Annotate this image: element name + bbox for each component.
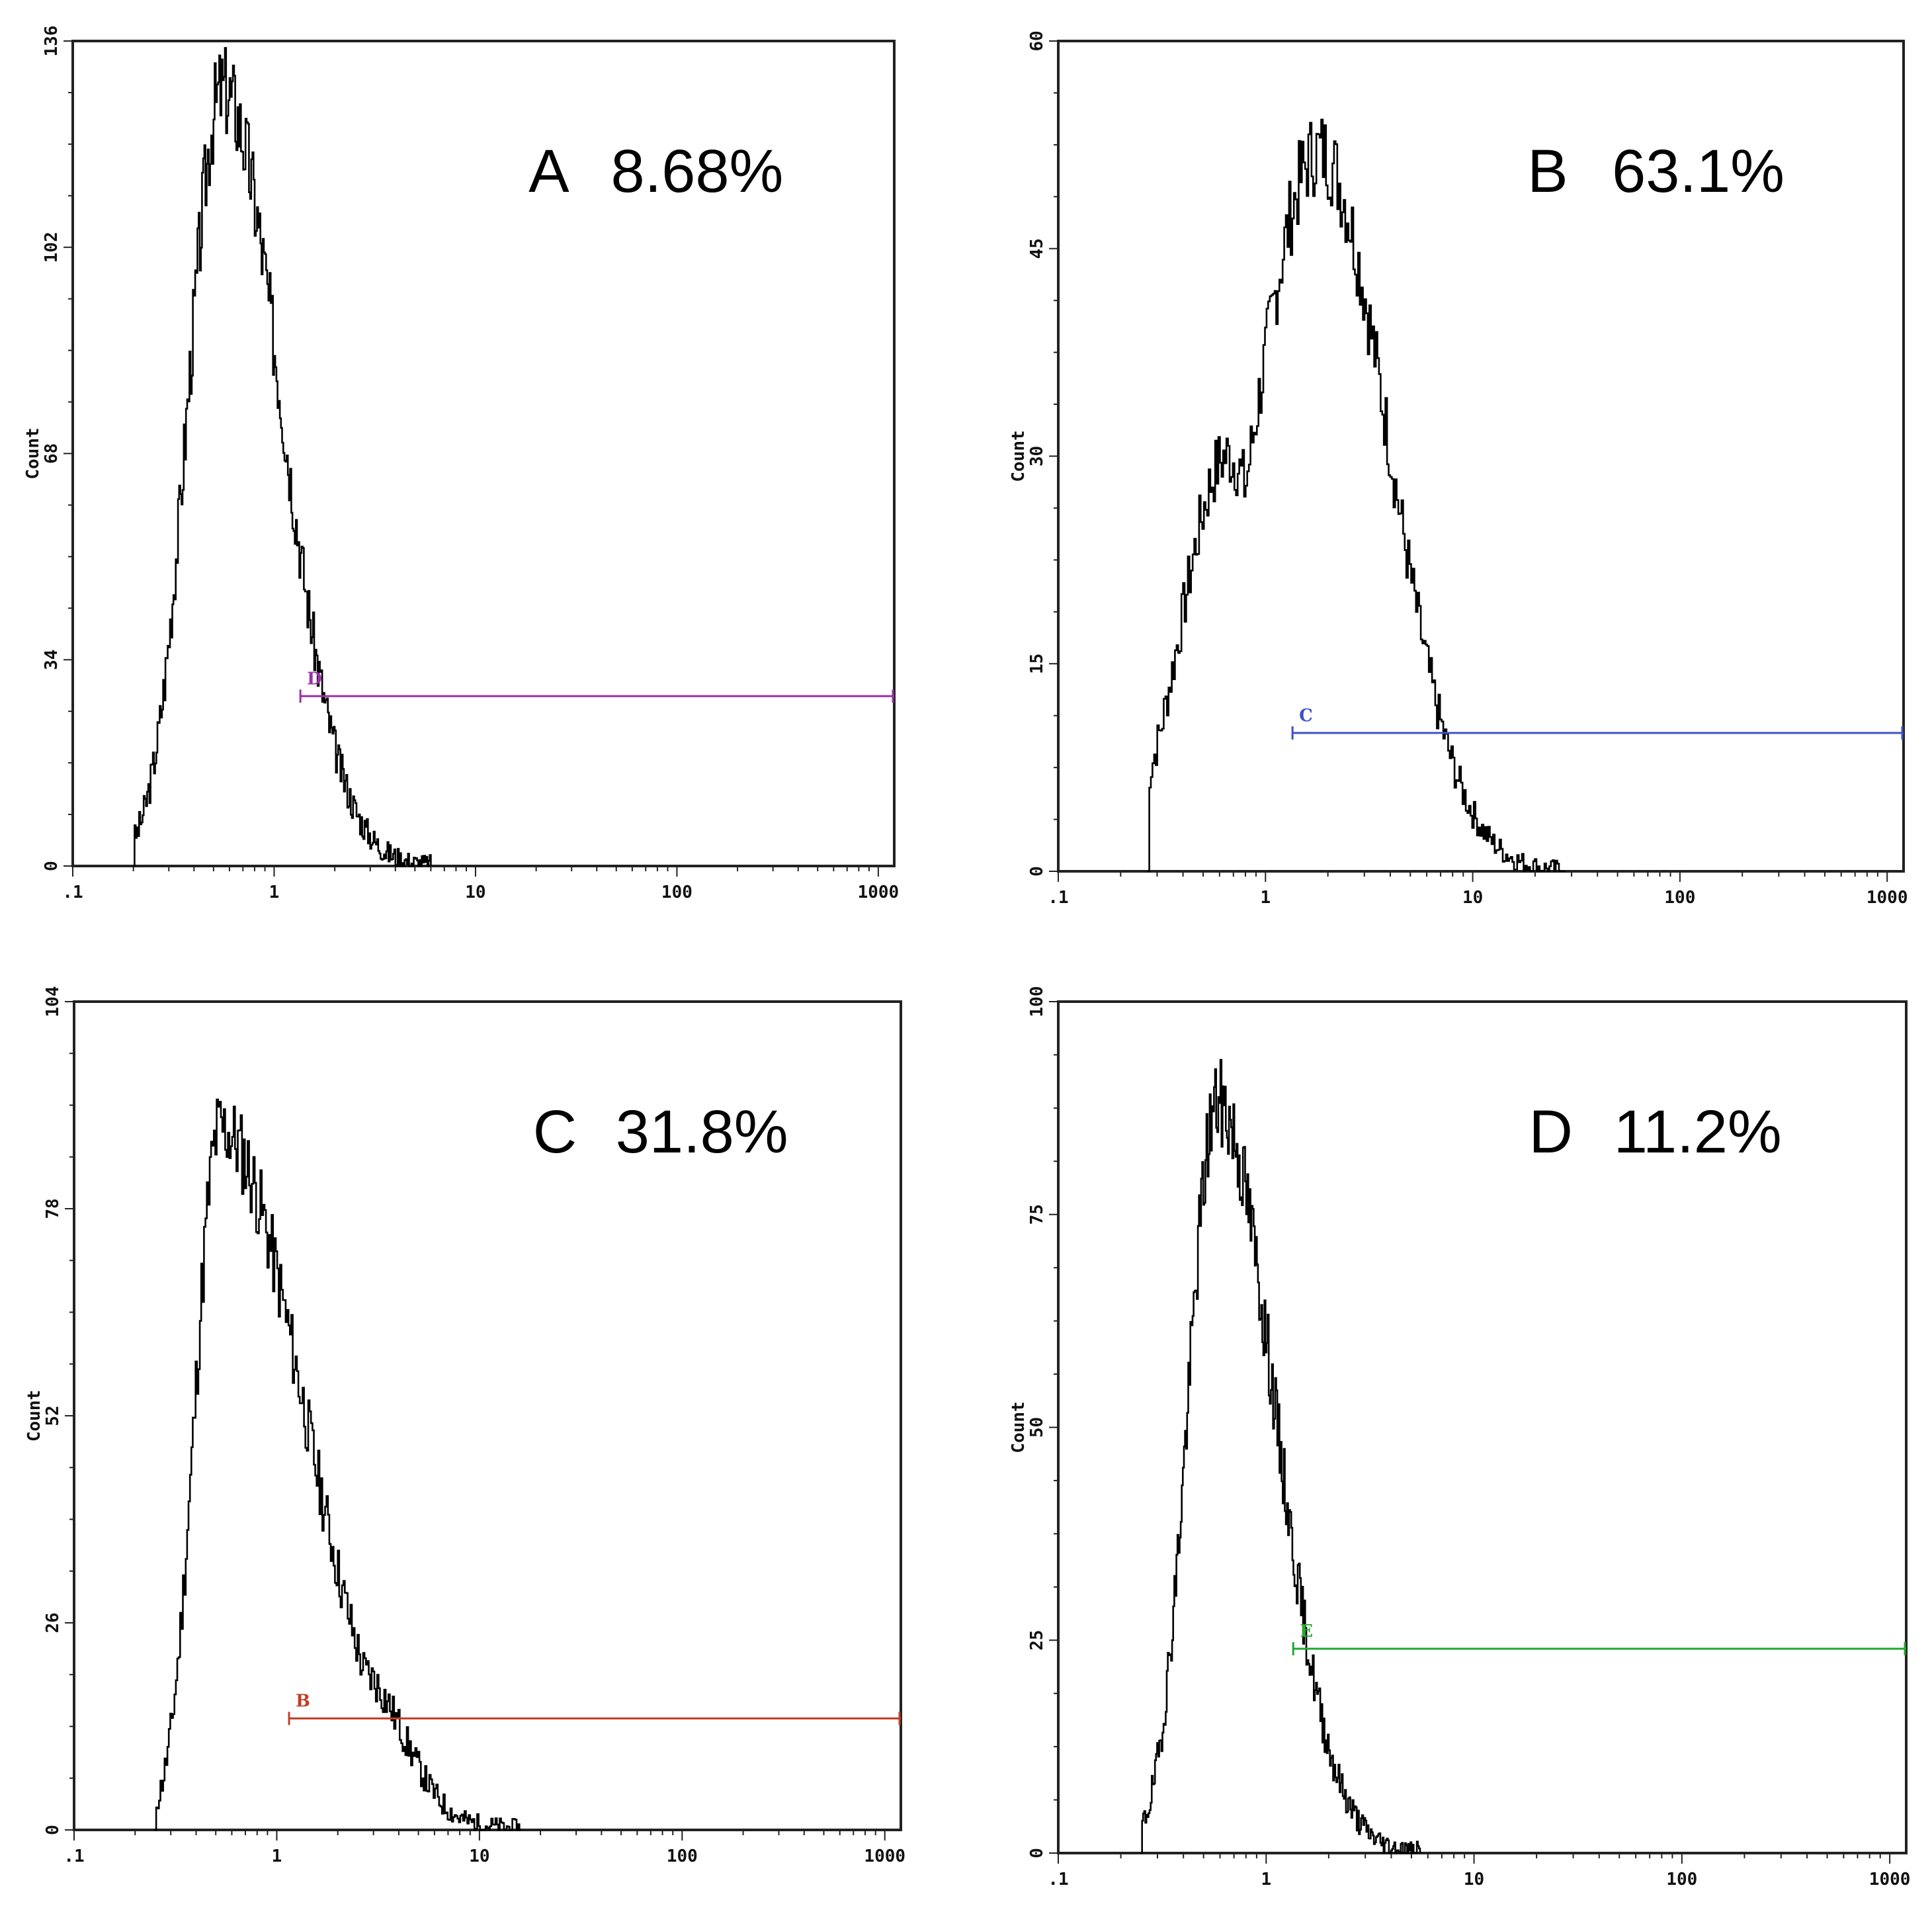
x-tick-label: .1 [63,1846,84,1866]
x-tick-label: 1000 [1867,888,1908,908]
y-tick-label: 75 [1027,1204,1047,1225]
y-tick-label: 0 [1027,1848,1047,1858]
x-tick-label: 100 [661,883,693,902]
y-tick-label: 30 [1027,446,1047,466]
x-tick-label: 100 [667,1846,698,1866]
panel-letter: B [1527,138,1568,205]
panel-letter: C [533,1098,577,1166]
x-tick-label: 1 [1261,1870,1271,1889]
x-tick-label: 1000 [1869,1870,1911,1889]
y-tick-label: 50 [1027,1417,1047,1438]
panel-letter: A [528,138,569,205]
y-tick-label: 60 [1027,30,1047,51]
y-tick-label: 0 [1027,866,1047,877]
y-tick-label: 26 [43,1612,63,1633]
y-tick-label: 68 [42,443,62,464]
x-tick-label: 1 [272,1846,282,1866]
x-tick-label: 100 [1664,888,1695,908]
x-tick-label: 10 [465,883,485,902]
y-tick-label: 104 [43,986,63,1018]
y-tick-label: 15 [1027,654,1047,674]
x-tick-label: 1 [269,883,280,902]
x-tick-label: 10 [1462,888,1483,908]
x-tick-label: 1 [1260,888,1271,908]
x-tick-label: .1 [1048,1870,1068,1889]
y-axis-title: Count [1009,430,1029,482]
histogram-trace [1141,1059,1421,1854]
x-tick-label: 1000 [864,1846,905,1866]
y-axis-title: Count [24,1390,44,1442]
x-tick-label: 100 [1666,1870,1697,1889]
gate-label: B [296,1691,310,1711]
panel-a: .1 1 10 100 1000 0 34 68 102 136 Count D A 8.68% [23,26,899,902]
y-tick-label: 136 [42,26,62,57]
panel-letter: D [1529,1098,1573,1166]
panel-percentage: 31.8% [616,1098,788,1166]
y-tick-label: 100 [1027,986,1047,1018]
y-axis-title: Count [23,427,43,479]
panel-c: .1 1 10 100 1000 0 26 52 78 104 Count B C 31.8% [24,986,905,1866]
y-tick-label: 25 [1027,1630,1047,1651]
panel-d: .1 1 10 100 1000 0 25 50 75 100 Count E D 11.2% [1009,986,1910,1889]
x-tick-label: 10 [1464,1870,1484,1889]
y-tick-label: 0 [42,861,62,871]
y-tick-label: 78 [43,1198,63,1219]
histogram-trace [154,1098,521,1831]
x-tick-label: .1 [1048,888,1068,908]
x-tick-label: .1 [62,883,83,902]
y-tick-label: 34 [42,650,62,670]
histogram-trace [1148,118,1566,873]
histogram-trace [133,47,432,867]
y-tick-label: 45 [1027,238,1047,259]
y-tick-label: 52 [43,1405,63,1426]
panel-percentage: 8.68% [611,138,784,205]
gate-label: E [1300,1622,1313,1641]
y-tick-label: 102 [42,232,62,263]
gate-label: C [1299,706,1313,726]
y-axis-title: Count [1009,1401,1029,1453]
panel-percentage: 63.1% [1612,138,1785,205]
x-tick-label: 1000 [858,883,900,902]
x-tick-label: 10 [469,1846,489,1866]
y-tick-label: 0 [43,1825,63,1835]
gate-label: D [307,669,322,689]
panel-b: .1 1 10 100 1000 0 15 30 45 60 Count C B 63.1% [1009,30,1908,908]
panel-percentage: 11.2% [1614,1098,1782,1166]
